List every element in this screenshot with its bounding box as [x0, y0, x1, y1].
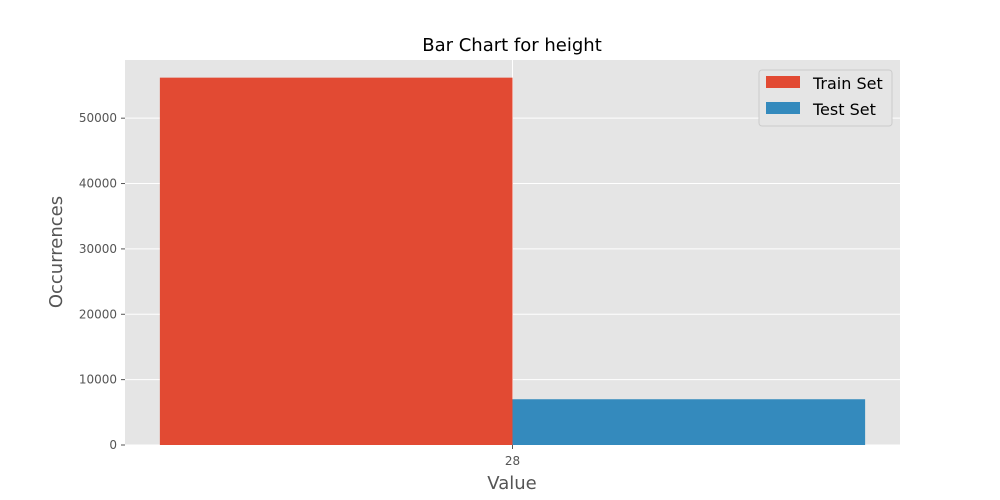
- legend-label-train-set: Train Set: [812, 74, 883, 93]
- bar-train-set: [159, 77, 513, 445]
- y-tick-label: 10000: [79, 373, 117, 387]
- x-axis-label: Value: [487, 473, 536, 494]
- bars: [159, 77, 866, 445]
- y-axis-label: Occurrences: [46, 196, 67, 308]
- y-tick-label: 40000: [79, 177, 117, 191]
- y-tick-label: 50000: [79, 111, 117, 125]
- y-tick-label: 30000: [79, 242, 117, 256]
- x-tick-label: 28: [505, 454, 520, 468]
- legend: Train Set Test Set: [758, 69, 893, 127]
- axis-ticks: 0 10000 20000 30000 40000 50000 28: [79, 111, 520, 468]
- legend-label-test-set: Test Set: [812, 100, 876, 119]
- bar-test-set: [512, 399, 866, 445]
- legend-swatch-test-set: [766, 102, 800, 114]
- y-tick-label: 0: [109, 438, 117, 452]
- legend-swatch-train-set: [766, 76, 800, 88]
- chart-title: Bar Chart for height: [422, 35, 602, 56]
- y-tick-label: 20000: [79, 307, 117, 321]
